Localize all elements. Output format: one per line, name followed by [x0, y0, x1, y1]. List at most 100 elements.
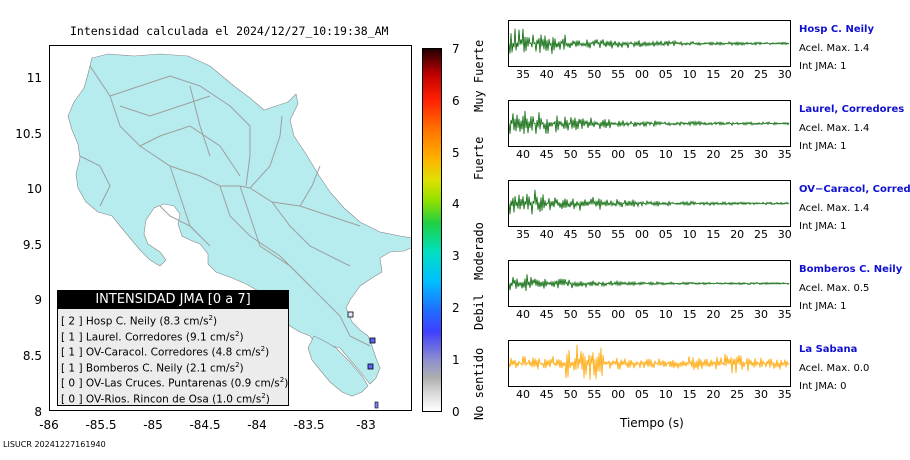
station-int-jma: Int JMA: 1 — [799, 221, 847, 232]
seismogram-tick-label: 45 — [539, 388, 554, 401]
legend-row-text: Bomberos C. Neily (2.1 cm/s — [82, 362, 236, 374]
seismogram-tick-label: 00 — [611, 308, 626, 321]
station-name: Hosp C. Neily — [799, 24, 874, 35]
legend-row: [ 2 ] Hosp C. Neily (8.3 cm/s2) — [61, 314, 217, 328]
seismogram-tick-label: 30 — [777, 228, 792, 241]
seismogram-tick-label: 20 — [706, 308, 721, 321]
station-acel-max: Acel. Max. 0.5 — [799, 283, 870, 294]
legend-row-sup: 2 — [279, 376, 285, 384]
station-int-jma: Int JMA: 1 — [799, 61, 847, 72]
seismogram-tick-label: 10 — [658, 148, 673, 161]
chart-title: Intensidad calculada el 2024/12/27_10:19… — [70, 24, 389, 38]
seismogram-tick-label: 50 — [563, 308, 578, 321]
seismogram-trace-svg — [508, 189, 790, 215]
legend-row-end: ) — [265, 346, 270, 359]
map-y-tick-label: 8.5 — [22, 349, 42, 363]
map-x-tick-label: -85 — [143, 418, 163, 432]
station-acel-max: Acel. Max. 0.0 — [799, 363, 870, 374]
seismogram-tick-label: 30 — [754, 148, 768, 161]
seismogram-tick-label: 50 — [563, 148, 578, 161]
seismogram-tick-label: 35 — [777, 308, 792, 321]
seismogram-tick-label: 40 — [516, 388, 530, 401]
legend-row-code: [ 1 ] — [61, 362, 83, 374]
station-name: OV−Caracol, Corredore — [799, 184, 910, 195]
map-y-tick-label: 10.5 — [15, 126, 42, 141]
legend-row-end: ) — [239, 331, 244, 343]
intensity-colorbar — [422, 48, 442, 412]
seismogram-xlabel: Tiempo (s) — [620, 416, 684, 430]
seismogram-tick-label: 30 — [754, 308, 768, 321]
seismogram-panel — [508, 180, 791, 227]
colorbar-tick-label: 0 — [452, 404, 460, 419]
map-x-tick-label: -84 — [247, 418, 267, 432]
legend-title: INTENSIDAD JMA [0 a 7] — [57, 290, 289, 309]
seismogram-tick-label: 55 — [611, 228, 626, 241]
legend-row: [ 1 ] OV-Caracol. Corredores (4.8 cm/s2) — [61, 345, 269, 359]
seismogram-tick-label: 20 — [730, 68, 745, 81]
seismogram-tick-label: 30 — [777, 68, 792, 81]
seismogram-tick-label: 50 — [563, 388, 578, 401]
colorbar-category-label: Moderado — [472, 222, 486, 280]
seismogram-trace-svg — [508, 28, 790, 54]
legend-row-end: ) — [239, 362, 244, 374]
peninsula-osa — [307, 335, 369, 397]
legend-row-code: [ 0 ] — [61, 377, 83, 390]
seismogram-tick-label: 20 — [706, 388, 721, 401]
seismogram-tick-label: 15 — [706, 228, 721, 241]
seismogram-tick-label: 45 — [563, 68, 578, 81]
colorbar-tick-label: 3 — [452, 249, 460, 264]
seismogram-tick-label: 45 — [563, 228, 578, 241]
colorbar-tick-label: 5 — [452, 145, 460, 160]
seismogram-tick-label: 45 — [539, 308, 554, 321]
seismogram-panel — [508, 100, 791, 147]
seismogram-tick-label: 55 — [587, 388, 602, 401]
seismogram-tick-label: 25 — [730, 308, 745, 321]
seismogram-tick-label: 50 — [587, 228, 602, 241]
seismogram-tick-label: 35 — [777, 388, 792, 401]
colorbar-tick-label: 6 — [452, 93, 460, 108]
legend-row-sup: 2 — [208, 314, 214, 322]
legend-row-text: OV-Caracol. Corredores (4.8 cm/s — [82, 346, 261, 359]
station-name: Laurel, Corredores — [799, 104, 905, 115]
legend-row-text: Laurel. Corredores (9.1 cm/s — [82, 331, 235, 343]
seismogram-tick-label: 25 — [730, 148, 745, 161]
seismogram-tick-label: 30 — [754, 388, 768, 401]
seismogram-tick-label: 50 — [587, 68, 602, 81]
map-y-tick-label: 9.5 — [22, 237, 42, 252]
station-marker-south — [374, 401, 379, 409]
seismogram-tick-label: 45 — [539, 148, 554, 161]
footer-id: LISUCR 20241227161940 — [3, 440, 106, 449]
seismogram-tick-label: 55 — [587, 308, 602, 321]
seismogram-tick-label: 00 — [611, 148, 626, 161]
station-acel-max: Acel. Max. 1.4 — [799, 203, 870, 214]
station-int-jma: Int JMA: 0 — [799, 381, 847, 392]
station-int-jma: Int JMA: 1 — [799, 301, 847, 312]
seismogram-tick-label: 10 — [658, 388, 673, 401]
map-x-tick-label: -85.5 — [85, 418, 117, 432]
legend-row-code: [ 2 ] — [61, 315, 83, 328]
station-acel-max: Acel. Max. 1.4 — [799, 43, 870, 54]
seismogram-tick-label: 15 — [682, 388, 697, 401]
colorbar-category-label: Debil — [472, 293, 486, 330]
legend-row-sup: 2 — [260, 345, 266, 353]
legend-row-sup: 2 — [235, 360, 240, 369]
map-x-tick-label: -84.5 — [189, 418, 221, 432]
legend-row-sup: 2 — [235, 329, 240, 338]
seismogram-tick-label: 55 — [587, 148, 602, 161]
seismogram-tick-label: 40 — [516, 308, 530, 321]
seismogram-tick-label: 05 — [658, 228, 673, 241]
seismogram-tick-label: 00 — [635, 68, 649, 81]
station-marker-hosp-neily — [347, 311, 354, 318]
map-y-tick-label: 9 — [34, 293, 42, 308]
map-x-tick-label: -83 — [356, 418, 376, 432]
intensity-legend — [57, 291, 289, 406]
legend-row-code: [ 1 ] — [61, 346, 83, 359]
seismogram-tick-label: 20 — [730, 228, 745, 241]
map-x-tick-label: -86 — [39, 418, 59, 432]
seismogram-tick-label: 00 — [611, 388, 626, 401]
seismogram-tick-label: 35 — [516, 68, 530, 81]
map-x-tick-label: -83.5 — [293, 418, 325, 432]
legend-row-end: ) — [265, 393, 270, 405]
legend-row-text: OV-Rios. Rincon de Osa (1.0 cm/s — [82, 393, 262, 405]
seismogram-tick-label: 10 — [682, 68, 697, 81]
